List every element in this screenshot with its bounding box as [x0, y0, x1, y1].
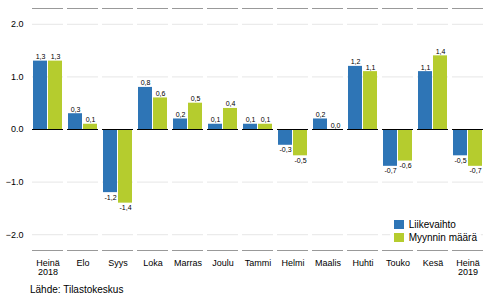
svg-text:0,6: 0,6 [156, 90, 166, 97]
svg-text:0,2: 0,2 [316, 111, 326, 118]
svg-text:-1,4: -1,4 [119, 204, 131, 211]
svg-text:Touko: Touko [386, 258, 410, 268]
svg-text:0,1: 0,1 [211, 116, 221, 123]
svg-text:0,1: 0,1 [86, 116, 96, 123]
svg-text:-0,7: -0,7 [469, 167, 481, 174]
svg-text:Syys: Syys [108, 258, 128, 268]
svg-text:−2.0: −2.0 [6, 230, 24, 240]
svg-text:0,5: 0,5 [191, 95, 201, 102]
svg-text:0,3: 0,3 [71, 106, 81, 113]
svg-text:-0,5: -0,5 [294, 157, 306, 164]
svg-text:-0,3: -0,3 [279, 146, 291, 153]
svg-text:1,3: 1,3 [36, 53, 46, 60]
svg-text:1,3: 1,3 [51, 53, 61, 60]
svg-text:-0,7: -0,7 [384, 167, 396, 174]
html-text:Liikevaihto: Liikevaihto [408, 219, 456, 230]
html-text:Lähde: Tilastokeskus: Lähde: Tilastokeskus [30, 284, 124, 295]
svg-text:1,1: 1,1 [421, 64, 431, 71]
svg-text:1.0: 1.0 [11, 72, 24, 82]
svg-text:-1,2: -1,2 [104, 194, 116, 201]
svg-text:Marras: Marras [174, 258, 203, 268]
svg-text:0,1: 0,1 [246, 116, 256, 123]
svg-text:Elo: Elo [76, 258, 89, 268]
svg-text:Heinä2019: Heinä2019 [456, 258, 480, 277]
html-text:Myynnin määrä: Myynnin määrä [408, 232, 477, 243]
svg-text:0.0: 0.0 [11, 124, 24, 134]
svg-text:2.0: 2.0 [11, 19, 24, 29]
svg-text:0,8: 0,8 [141, 79, 151, 86]
svg-text:0,2: 0,2 [176, 111, 186, 118]
svg-text:1,1: 1,1 [366, 64, 376, 71]
svg-text:−1.0: −1.0 [6, 177, 24, 187]
svg-text:Tammi: Tammi [245, 258, 272, 268]
svg-text:Huhti: Huhti [352, 258, 373, 268]
svg-text:Maalis: Maalis [315, 258, 342, 268]
svg-text:1,2: 1,2 [351, 58, 361, 65]
svg-text:0,4: 0,4 [226, 100, 236, 107]
svg-text:Helmi: Helmi [281, 258, 304, 268]
svg-text:Kesä: Kesä [423, 258, 444, 268]
svg-text:-0,6: -0,6 [399, 162, 411, 169]
svg-text:Loka: Loka [143, 258, 163, 268]
svg-text:Joulu: Joulu [212, 258, 234, 268]
svg-text:-0,5: -0,5 [454, 157, 466, 164]
svg-text:0,0: 0,0 [331, 122, 341, 129]
svg-text:0,1: 0,1 [261, 116, 271, 123]
svg-text:1,4: 1,4 [436, 48, 446, 55]
svg-text:Heinä2018: Heinä2018 [36, 258, 60, 277]
